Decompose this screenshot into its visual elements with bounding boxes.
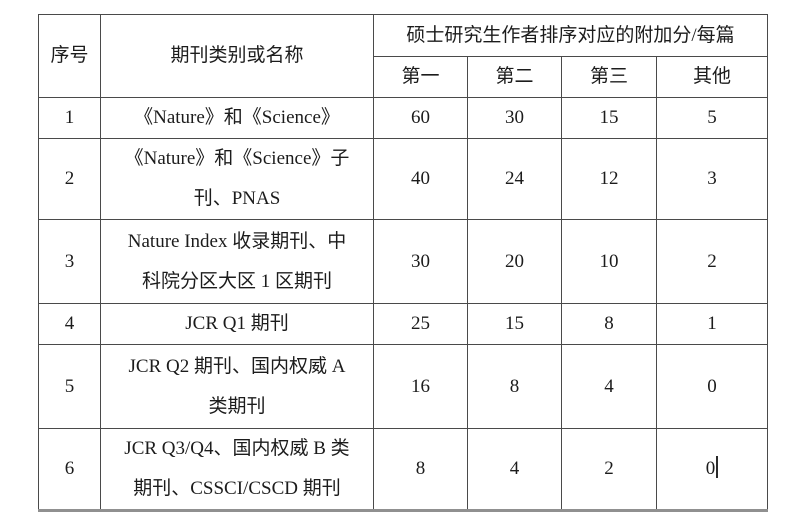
cell-second[interactable]: 20	[467, 219, 562, 304]
cell-second[interactable]: 30	[467, 97, 562, 139]
cell-second[interactable]: 24	[467, 138, 562, 220]
cell-no[interactable]: 5	[38, 344, 101, 429]
text-cursor	[716, 456, 719, 478]
table-row: 2 《Nature》和《Science》子 刊、PNAS 40 24 12 3	[38, 138, 768, 220]
header-cell-index[interactable]: 序号	[38, 14, 101, 98]
cell-no[interactable]: 6	[38, 428, 101, 512]
cell-second[interactable]: 8	[467, 344, 562, 429]
cell-journal-name[interactable]: JCR Q1 期刊	[100, 303, 374, 345]
cell-other[interactable]: 5	[656, 97, 768, 139]
cell-journal-name[interactable]: 《Nature》和《Science》子 刊、PNAS	[100, 138, 374, 220]
cell-no[interactable]: 1	[38, 97, 101, 139]
table-header-row-1: 序号 期刊类别或名称 硕士研究生作者排序对应的附加分/每篇	[38, 14, 768, 98]
cell-other[interactable]: 0	[656, 428, 768, 512]
cell-third[interactable]: 4	[561, 344, 657, 429]
cell-no[interactable]: 2	[38, 138, 101, 220]
cell-third[interactable]: 8	[561, 303, 657, 345]
journal-score-table: 序号 期刊类别或名称 硕士研究生作者排序对应的附加分/每篇 第一 第二 第三 其…	[38, 14, 768, 512]
cell-journal-name[interactable]: 《Nature》和《Science》	[100, 97, 374, 139]
header-cell-score-group[interactable]: 硕士研究生作者排序对应的附加分/每篇	[373, 14, 768, 57]
cell-third[interactable]: 2	[561, 428, 657, 512]
cell-journal-name[interactable]: JCR Q2 期刊、国内权威 A 类期刊	[100, 344, 374, 429]
cell-first[interactable]: 8	[373, 428, 468, 512]
cell-third[interactable]: 12	[561, 138, 657, 220]
cell-no[interactable]: 4	[38, 303, 101, 345]
cell-journal-name[interactable]: JCR Q3/Q4、国内权威 B 类 期刊、CSSCI/CSCD 期刊	[100, 428, 374, 512]
cell-third[interactable]: 15	[561, 97, 657, 139]
table-row: 1 《Nature》和《Science》 60 30 15 5	[38, 97, 768, 139]
table-row: 3 Nature Index 收录期刊、中 科院分区大区 1 区期刊 30 20…	[38, 219, 768, 304]
cell-other[interactable]: 0	[656, 344, 768, 429]
cell-no[interactable]: 3	[38, 219, 101, 304]
header-cell-journal-name[interactable]: 期刊类别或名称	[100, 14, 374, 98]
cell-other[interactable]: 3	[656, 138, 768, 220]
cell-third[interactable]: 10	[561, 219, 657, 304]
cell-second[interactable]: 15	[467, 303, 562, 345]
cell-first[interactable]: 16	[373, 344, 468, 429]
cell-other[interactable]: 1	[656, 303, 768, 345]
cell-second[interactable]: 4	[467, 428, 562, 512]
cell-other[interactable]: 2	[656, 219, 768, 304]
table-header-row-2: 第一 第二 第三 其他	[39, 56, 768, 98]
header-cell-first-author[interactable]: 第一	[373, 56, 468, 98]
cell-first[interactable]: 60	[373, 97, 468, 139]
cell-first[interactable]: 30	[373, 219, 468, 304]
cell-other-value: 0	[705, 458, 716, 479]
table-row: 5 JCR Q2 期刊、国内权威 A 类期刊 16 8 4 0	[38, 344, 768, 429]
table-row: 4 JCR Q1 期刊 25 15 8 1	[38, 303, 768, 345]
header-cell-other-author[interactable]: 其他	[656, 56, 768, 98]
table-row: 6 JCR Q3/Q4、国内权威 B 类 期刊、CSSCI/CSCD 期刊 8 …	[38, 428, 768, 512]
cell-journal-name[interactable]: Nature Index 收录期刊、中 科院分区大区 1 区期刊	[100, 219, 374, 304]
header-cell-second-author[interactable]: 第二	[467, 56, 562, 98]
cell-first[interactable]: 25	[373, 303, 468, 345]
cell-first[interactable]: 40	[373, 138, 468, 220]
header-cell-third-author[interactable]: 第三	[561, 56, 657, 98]
